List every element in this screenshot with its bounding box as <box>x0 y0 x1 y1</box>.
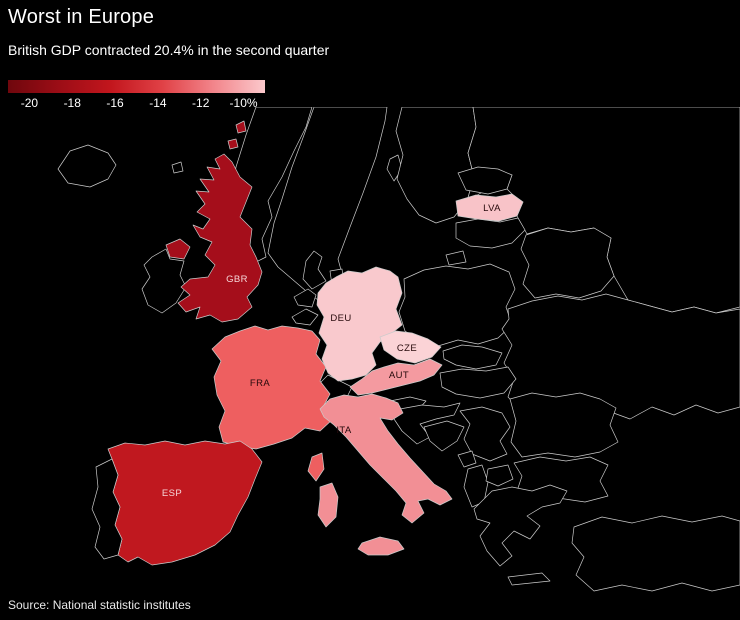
country-label-esp: ESP <box>162 488 182 499</box>
country-deu <box>316 266 403 382</box>
country-cze <box>379 330 442 364</box>
country-ita-sardinia <box>317 482 339 528</box>
country-montenegro <box>457 450 477 468</box>
legend-tick: -14 <box>149 96 167 110</box>
color-legend: -20 -18 -16 -14 -12 -10% <box>8 80 265 110</box>
country-greece <box>473 484 568 567</box>
country-belarus <box>520 227 615 299</box>
country-iceland <box>57 144 117 188</box>
legend-tick: -12 <box>192 96 210 110</box>
island-crete <box>507 572 551 586</box>
country-ita-sicily <box>357 536 405 556</box>
country-gbr <box>177 153 263 323</box>
country-slovakia <box>442 344 503 370</box>
country-aut <box>349 358 443 396</box>
country-fra-corsica <box>307 452 325 482</box>
country-gbr-n-ireland <box>165 238 191 260</box>
country-netherlands <box>293 288 317 308</box>
legend-tick: -10% <box>229 96 258 110</box>
country-turkey <box>571 515 740 592</box>
legend-tick: -16 <box>106 96 124 110</box>
legend-tick: -18 <box>63 96 81 110</box>
country-croatia <box>393 402 461 445</box>
country-portugal <box>91 458 123 560</box>
source-note: Source: National statistic institutes <box>8 598 191 612</box>
country-estonia <box>457 166 513 195</box>
country-denmark <box>302 250 327 290</box>
country-gbr-shetland <box>235 120 247 134</box>
country-kaliningrad <box>445 250 467 266</box>
country-serbia <box>459 406 511 462</box>
country-lithuania <box>455 217 526 249</box>
page-title: Worst in Europe <box>8 6 155 28</box>
country-ireland <box>141 248 187 314</box>
country-bosnia <box>423 420 465 452</box>
country-hungary <box>439 366 517 399</box>
country-label-aut: AUT <box>389 370 409 381</box>
country-label-gbr: GBR <box>226 274 248 285</box>
country-faroe <box>171 161 184 174</box>
europe-map: GBR ESP FRA ITA AUT DEU CZE LVA <box>57 107 740 592</box>
country-belgium <box>291 308 319 326</box>
country-label-ita: ITA <box>336 425 352 436</box>
chart-subtitle: British GDP contracted 20.4% in the seco… <box>8 42 330 58</box>
country-poland <box>398 263 516 347</box>
country-label-lva: LVA <box>483 203 501 214</box>
country-lva <box>455 193 524 222</box>
country-fra <box>211 325 334 450</box>
country-esp <box>107 440 263 566</box>
legend-tick: -20 <box>20 96 39 110</box>
legend-gradient-bar <box>8 80 265 93</box>
legend-tick-labels: -20 -18 -16 -14 -12 -10% <box>8 96 265 110</box>
country-label-fra: FRA <box>250 378 270 389</box>
country-label-deu: DEU <box>330 313 351 324</box>
country-gbr-orkney <box>227 138 239 150</box>
country-ita <box>319 393 453 524</box>
country-north-macedonia <box>485 464 514 487</box>
country-label-cze: CZE <box>397 343 417 354</box>
country-romania <box>509 392 619 458</box>
